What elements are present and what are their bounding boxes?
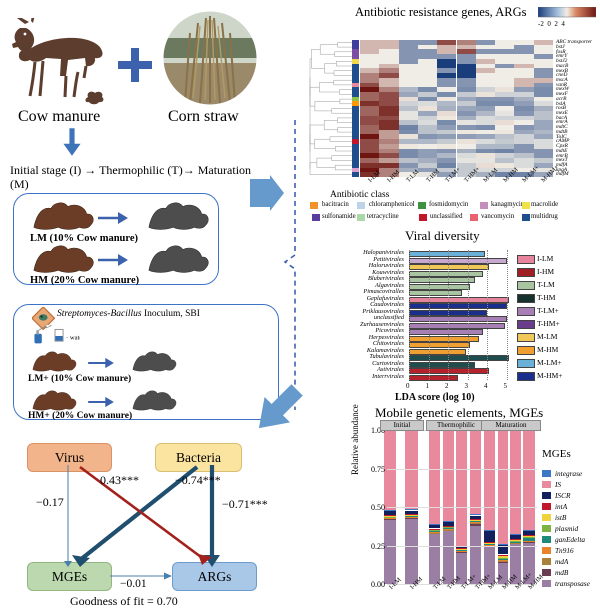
svg-text:· water: · water xyxy=(66,335,80,342)
